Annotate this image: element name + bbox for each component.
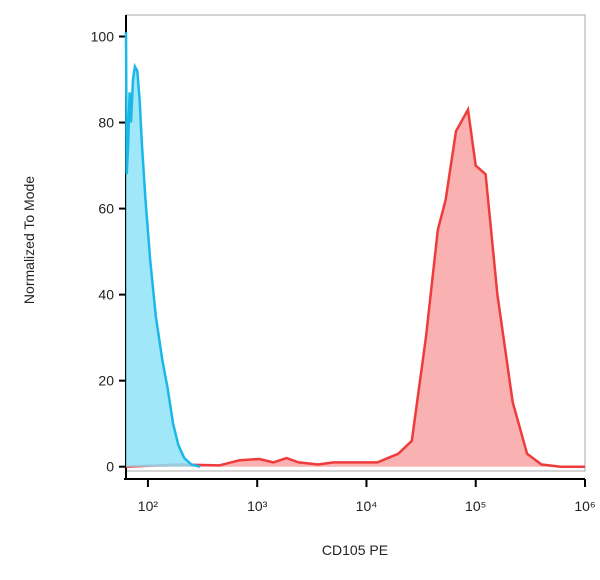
y-tick-label: 100 — [91, 29, 115, 45]
y-tick-label: 40 — [98, 287, 114, 303]
x-axis-label: CD105 PE — [322, 542, 388, 558]
y-axis-label: Normalized To Mode — [21, 176, 37, 304]
x-tick-label: 10⁶ — [574, 498, 595, 514]
x-tick-label: 10³ — [247, 498, 268, 514]
y-tick-label: 60 — [98, 201, 114, 217]
series-line — [124, 32, 201, 468]
y-tick-label: 80 — [98, 115, 114, 131]
area-fill — [126, 32, 201, 467]
y-tick-label: 20 — [98, 373, 114, 389]
plot-frame — [125, 14, 586, 472]
x-tick-label: 10⁵ — [465, 498, 486, 514]
series-line — [125, 105, 585, 468]
y-tick-label: 0 — [106, 459, 114, 475]
area-fill — [126, 109, 585, 467]
x-tick-label: 10² — [138, 498, 159, 514]
x-tick-label: 10⁴ — [356, 498, 378, 514]
